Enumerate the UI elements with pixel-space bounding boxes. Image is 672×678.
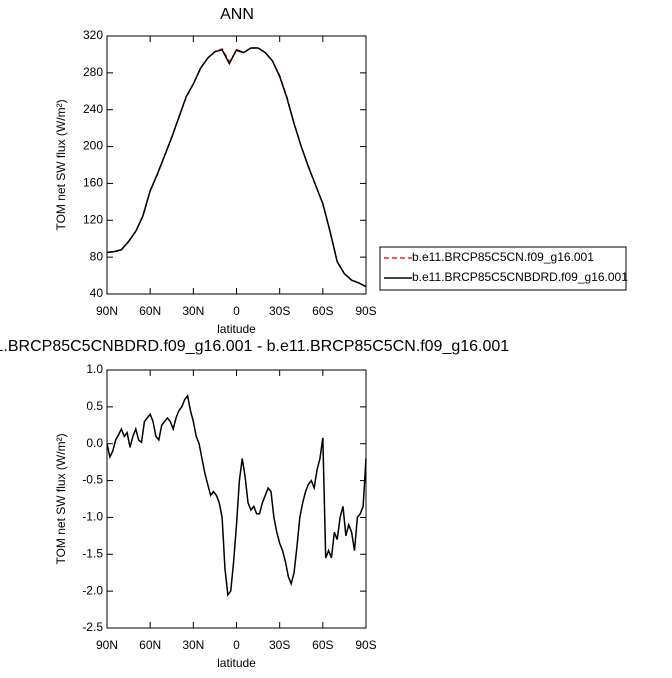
plot-frame bbox=[106, 369, 367, 629]
x-axis-label: latitude bbox=[217, 656, 256, 670]
x-axis-label: latitude bbox=[217, 322, 256, 336]
x-tick-label: 0 bbox=[233, 304, 240, 318]
y-tick-label: 160 bbox=[83, 176, 103, 190]
y-tick-label: 280 bbox=[83, 65, 103, 79]
y-tick-label: -0.5 bbox=[82, 473, 103, 487]
x-tick-label: 60N bbox=[139, 638, 161, 652]
x-tick-label: 60S bbox=[312, 638, 333, 652]
chart-title: ANN bbox=[220, 6, 254, 23]
y-tick-label: 80 bbox=[90, 249, 104, 263]
x-tick-label: 0 bbox=[233, 638, 240, 652]
x-tick-label: 90S bbox=[355, 638, 376, 652]
plot-frame bbox=[106, 35, 367, 295]
y-tick-label: 320 bbox=[83, 28, 103, 42]
x-tick-label: 60S bbox=[312, 304, 333, 318]
x-tick-label: 90S bbox=[355, 304, 376, 318]
legend-box bbox=[379, 246, 627, 291]
y-tick-label: -1.5 bbox=[82, 546, 103, 560]
legend-label: b.e11.BRCP85C5CN.f09_g16.001 bbox=[412, 250, 594, 264]
x-tick-label: 30N bbox=[182, 638, 204, 652]
legend-label: b.e11.BRCP85C5CNBDRD.f09_g16.001 bbox=[412, 270, 628, 284]
data-line bbox=[106, 47, 367, 288]
y-tick-label: 120 bbox=[83, 212, 103, 226]
y-tick-label: -1.0 bbox=[82, 510, 103, 524]
data-line bbox=[106, 394, 367, 597]
y-tick-label: 0.5 bbox=[86, 399, 103, 413]
y-tick-label: -2.5 bbox=[82, 620, 103, 634]
y-tick-label: 40 bbox=[90, 286, 104, 300]
y-tick-label: -2.0 bbox=[82, 583, 103, 597]
x-tick-label: 30S bbox=[269, 638, 290, 652]
x-tick-label: 30S bbox=[269, 304, 290, 318]
data-line bbox=[106, 47, 367, 288]
x-tick-label: 90N bbox=[96, 638, 118, 652]
y-axis-label: TOM net SW flux (W/m²) bbox=[54, 433, 68, 564]
y-tick-label: 0.0 bbox=[86, 436, 103, 450]
chart-title: 11.BRCP85C5CNBDRD.f09_g16.001 - b.e11.BR… bbox=[0, 338, 509, 355]
x-tick-label: 30N bbox=[182, 304, 204, 318]
y-tick-label: 200 bbox=[83, 139, 103, 153]
y-tick-label: 1.0 bbox=[86, 362, 103, 376]
y-axis-label: TOM net SW flux (W/m²) bbox=[54, 99, 68, 230]
y-tick-label: 240 bbox=[83, 102, 103, 116]
x-tick-label: 60N bbox=[139, 304, 161, 318]
x-tick-label: 90N bbox=[96, 304, 118, 318]
